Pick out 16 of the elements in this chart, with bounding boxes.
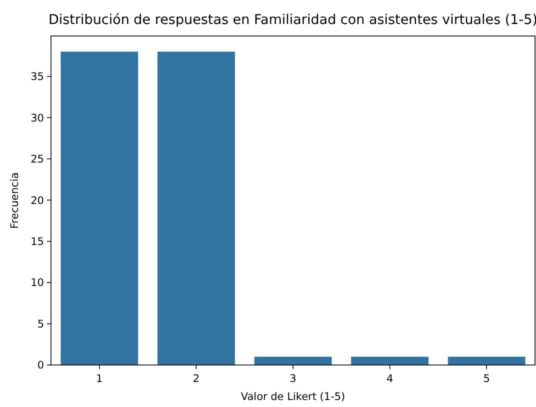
x-tick-label: 2 [192, 373, 200, 385]
y-tick-label: 35 [30, 71, 44, 84]
y-tick-label: 20 [30, 194, 44, 207]
y-axis-title: Frecuencia [9, 172, 21, 229]
y-tick-label: 15 [30, 236, 44, 248]
chart-title: Distribución de respuestas en Familiaridad con asistentes virtuales (1-5) [48, 12, 536, 28]
y-tick-label: 10 [30, 277, 44, 290]
y-tick-label: 0 [37, 360, 44, 372]
y-tick-label: 25 [30, 154, 44, 166]
y-tick-label: 30 [30, 112, 44, 124]
x-tick-label: 1 [96, 373, 103, 385]
x-axis-title: Valor de Likert (1-5) [240, 391, 346, 403]
x-tick-label: 3 [290, 373, 296, 385]
x-tick-label: 4 [386, 373, 394, 385]
y-tick-label: 5 [37, 318, 44, 330]
x-tick-label: 5 [483, 373, 490, 385]
